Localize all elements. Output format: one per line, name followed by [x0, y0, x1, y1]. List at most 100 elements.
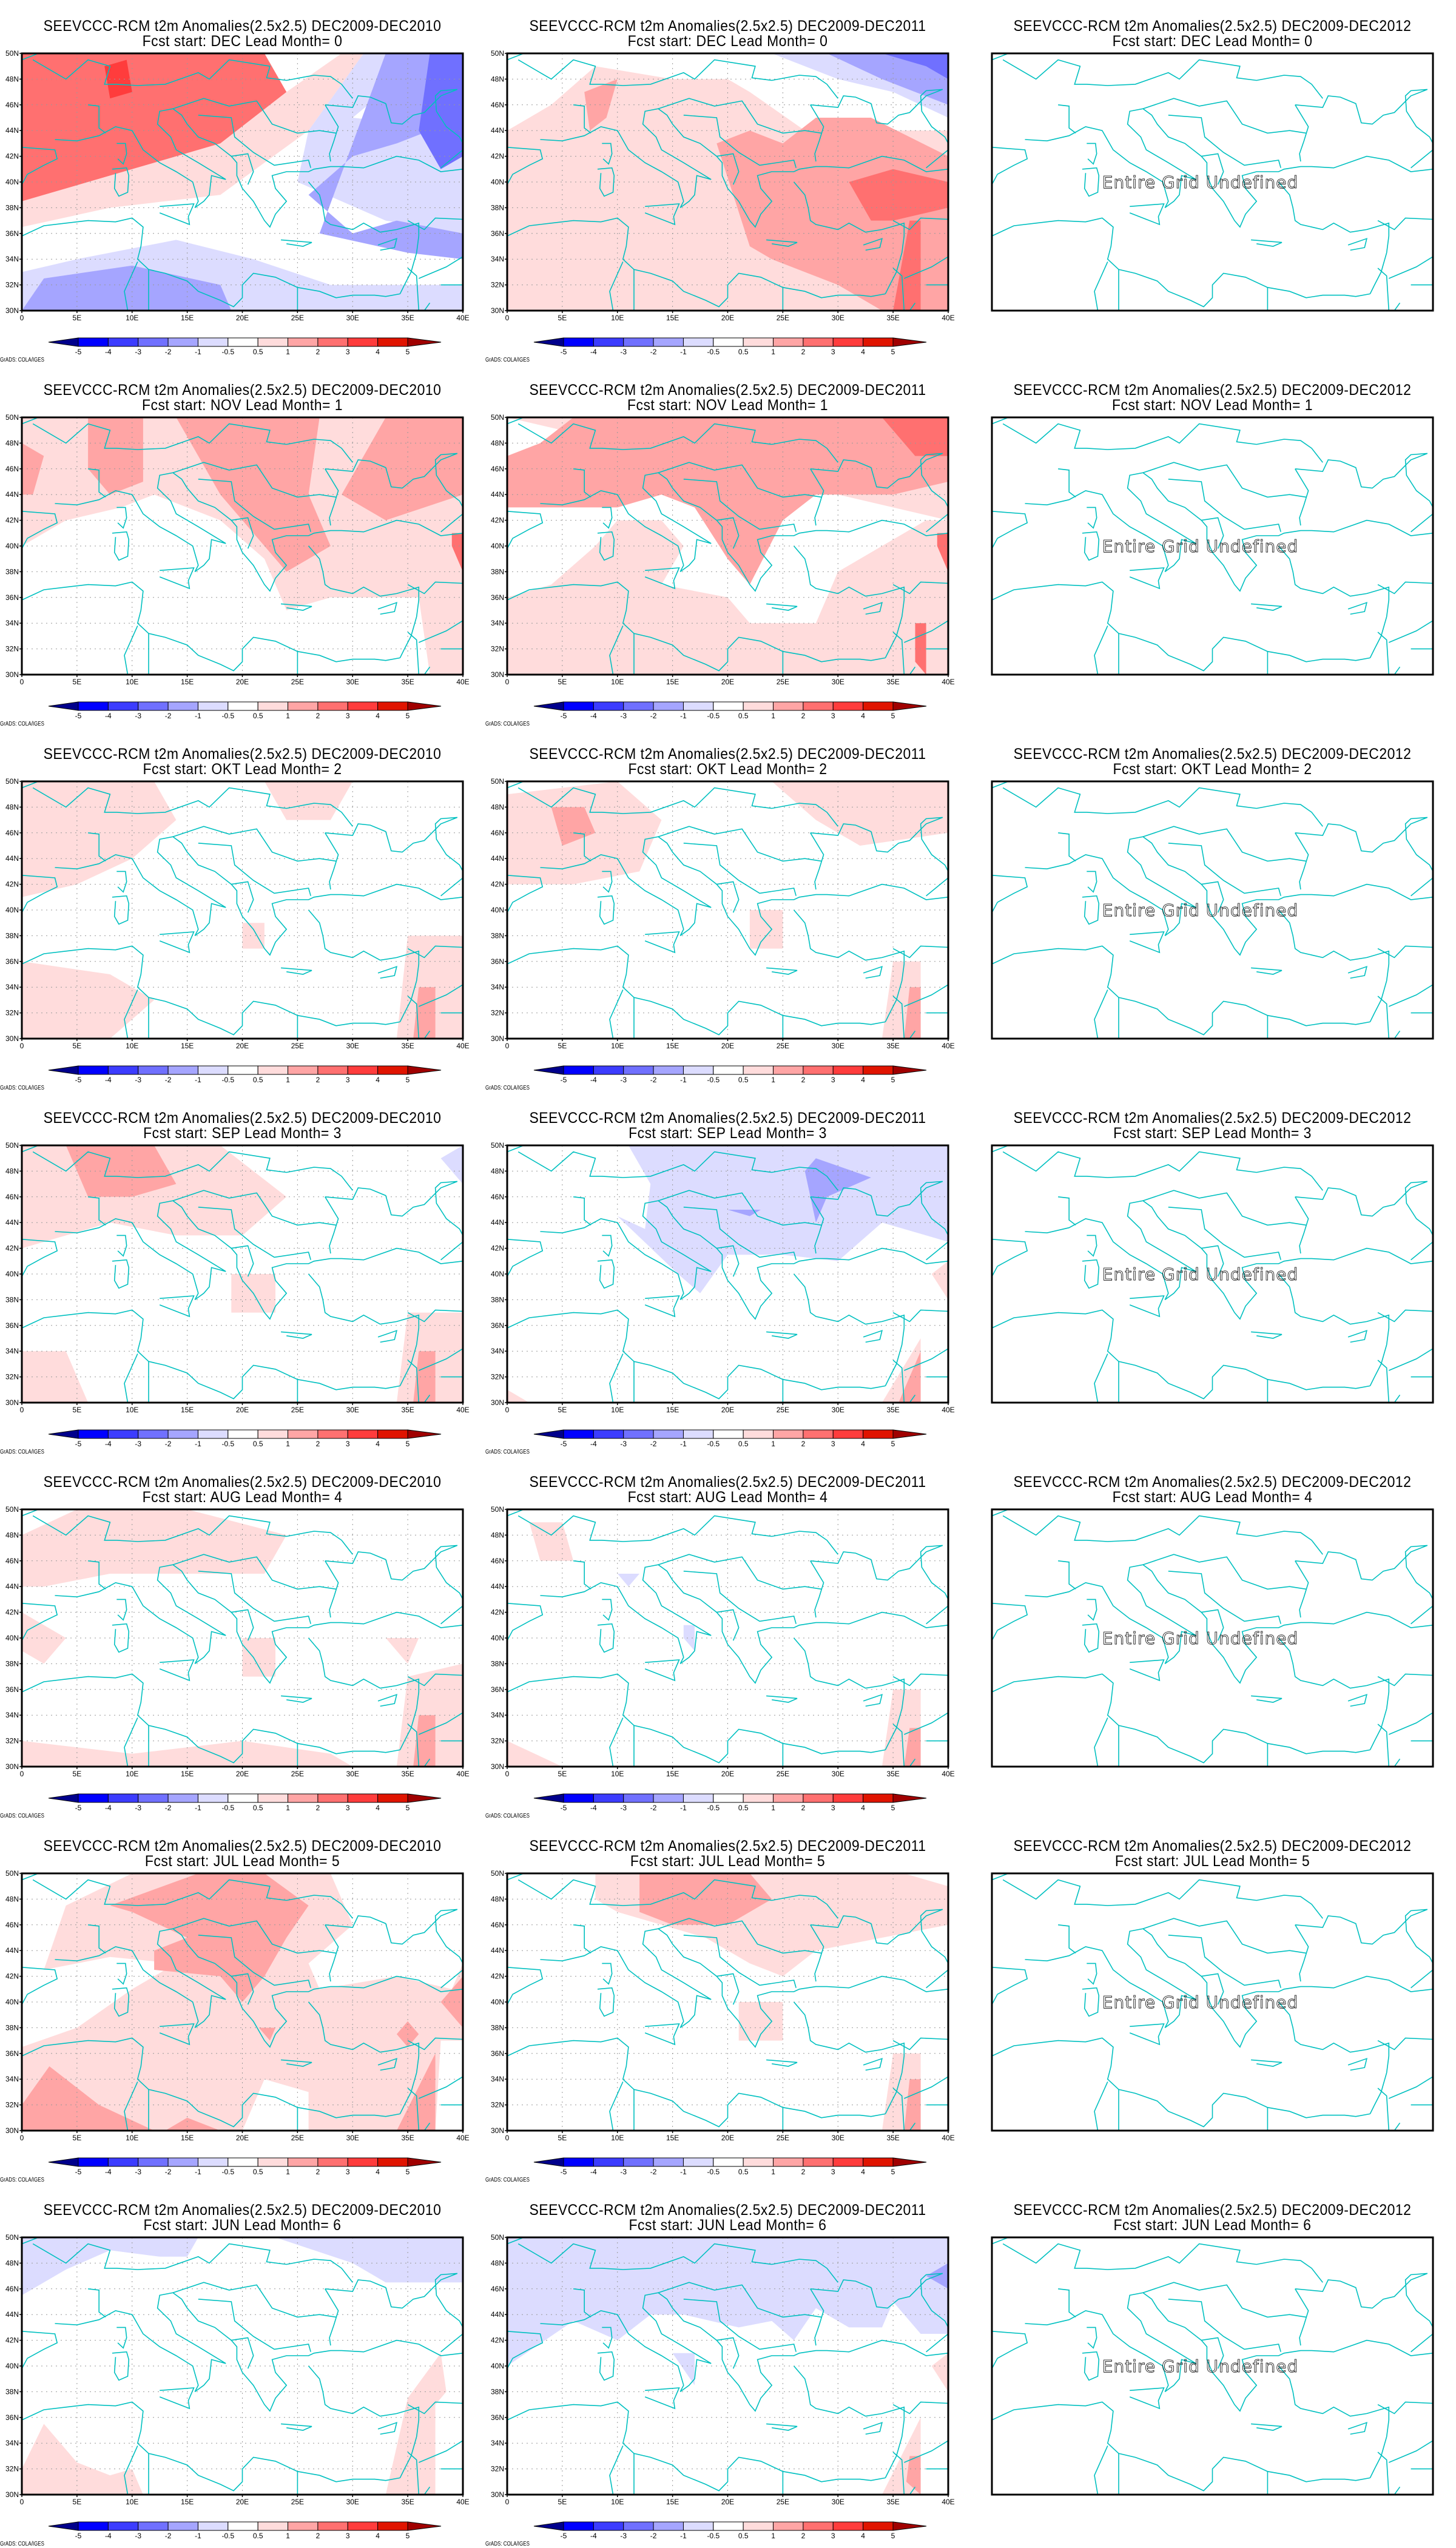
x-tick-label: 15E — [181, 314, 194, 322]
map-panel: SEEVCCC-RCM t2m Anomalies(2.5x2.5) DEC20… — [485, 728, 971, 1092]
y-tick-label: 34N — [5, 619, 19, 627]
x-tick-label: 35E — [886, 1770, 899, 1778]
undefined-grid-label: Entire Grid Undefined — [1102, 536, 1299, 556]
coastline — [716, 517, 740, 549]
colorbar: -5 -4 -3 -2 -1 -0.5 0.5 1 2 3 4 5 — [48, 1065, 442, 1084]
colorbar-swatch — [107, 2157, 139, 2167]
y-tick-label: 46N — [491, 1921, 504, 1929]
coastline — [992, 1509, 1020, 1517]
colorbar-swatch — [653, 337, 684, 347]
colorbar-label: -0.5 — [707, 1804, 720, 1812]
x-tick-label: 20E — [721, 1770, 734, 1778]
coastline — [903, 620, 948, 643]
coastline — [609, 261, 624, 311]
coastline — [909, 2486, 916, 2495]
coastline — [116, 507, 127, 529]
colorbar-swatch — [78, 2521, 109, 2531]
x-tick-label: 30E — [832, 678, 844, 686]
y-tick-label: 36N — [491, 2049, 504, 2058]
coastline — [597, 531, 615, 561]
coastline — [992, 2331, 1028, 2369]
anomaly-region — [22, 2424, 143, 2495]
coastline — [281, 239, 312, 247]
colorbar-swatch — [832, 1065, 864, 1075]
coastline — [325, 1196, 339, 1254]
colorbar-label: -3 — [620, 348, 627, 356]
colorbar: -5 -4 -3 -2 -1 -0.5 0.5 1 2 3 4 5 — [48, 2157, 442, 2176]
colorbar-swatch — [288, 337, 318, 347]
anomaly-region — [716, 118, 948, 311]
colorbar-label: 2 — [316, 2168, 320, 2176]
coastline — [507, 1509, 535, 1517]
map-panel: SEEVCCC-RCM t2m Anomalies(2.5x2.5) DEC20… — [485, 1456, 971, 1820]
panel-title: SEEVCCC-RCM t2m Anomalies(2.5x2.5) DEC20… — [529, 382, 926, 399]
coastline — [1094, 261, 1108, 311]
coastline — [1142, 462, 1307, 498]
x-tick-label: 10E — [126, 2498, 138, 2506]
coastline — [1394, 2486, 1401, 2495]
coastline — [32, 2243, 353, 2283]
colorbar-label: 4 — [861, 712, 865, 720]
coastline — [1377, 2037, 1433, 2051]
colorbar-swatch — [347, 2157, 379, 2167]
coastline — [573, 1196, 592, 1226]
x-tick-label: 20E — [721, 314, 734, 322]
coastline — [1295, 817, 1433, 872]
anomaly-region — [584, 79, 618, 131]
x-tick-label: 0 — [505, 1406, 510, 1414]
colorbar-label: -3 — [620, 1804, 627, 1812]
coastline — [609, 2445, 624, 2495]
coastline — [1394, 666, 1401, 675]
coastline — [1082, 1987, 1100, 2017]
colorbar-label: 3 — [346, 712, 350, 720]
coastline — [423, 1758, 431, 1767]
coastline — [892, 217, 948, 231]
map-panel: SEEVCCC-RCM t2m Anomalies(2.5x2.5) DEC20… — [0, 0, 485, 364]
colorbar-swatch — [138, 1429, 169, 1439]
y-tick-label: 32N — [491, 2101, 504, 2109]
colorbar-swatch — [347, 337, 379, 347]
anomaly-region — [22, 1351, 89, 1403]
colorbar-swatch — [317, 2157, 348, 2167]
coastline — [507, 875, 544, 913]
coastline — [992, 1145, 1020, 1153]
coastline — [716, 881, 740, 913]
colorbar-max-arrow — [407, 2157, 442, 2167]
colorbar-label: -0.5 — [221, 348, 234, 356]
x-tick-label: 25E — [777, 1406, 789, 1414]
coastline — [863, 602, 883, 615]
anomaly-region — [413, 1715, 436, 1767]
x-tick-label: 10E — [611, 1042, 624, 1050]
colorbar-swatch — [563, 1793, 594, 1803]
y-tick-label: 38N — [491, 2387, 504, 2396]
colorbar-swatch — [107, 1793, 139, 1803]
colorbar-swatch — [832, 337, 864, 347]
coastline — [1201, 2337, 1224, 2369]
coastline — [644, 2023, 680, 2046]
grads-credit: GrADS: COLA/IGES — [0, 1085, 44, 1091]
y-tick-label: 32N — [5, 2101, 19, 2109]
y-tick-label: 42N — [491, 1972, 504, 1981]
colorbar-min-arrow — [48, 2521, 79, 2531]
coastline — [159, 567, 195, 590]
x-tick-label: 10E — [126, 314, 138, 322]
coastline — [1168, 1207, 1281, 1260]
panel-subtitle: Fcst start: OKT Lead Month= 2 — [143, 761, 342, 778]
map-panel: SEEVCCC-RCM t2m Anomalies(2.5x2.5) DEC20… — [0, 2184, 485, 2548]
coastline — [1168, 479, 1281, 532]
colorbar-swatch — [317, 1793, 348, 1803]
colorbar-swatch — [713, 1429, 744, 1439]
colorbar-label: 3 — [831, 2532, 835, 2540]
colorbar-label: 3 — [831, 1440, 835, 1448]
coastline — [1129, 1659, 1165, 1682]
anomaly-region — [727, 1210, 761, 1216]
grads-credit: GrADS: COLA/IGES — [0, 357, 44, 363]
coastline — [926, 1605, 948, 1625]
panel-title: SEEVCCC-RCM t2m Anomalies(2.5x2.5) DEC20… — [1013, 18, 1412, 35]
coastline — [1058, 104, 1076, 134]
colorbar-min-arrow — [533, 1065, 564, 1075]
colorbar-swatch — [803, 337, 834, 347]
coastline — [1278, 1273, 1390, 1386]
colorbar-swatch — [228, 337, 258, 347]
coastline — [1087, 1963, 1097, 1985]
